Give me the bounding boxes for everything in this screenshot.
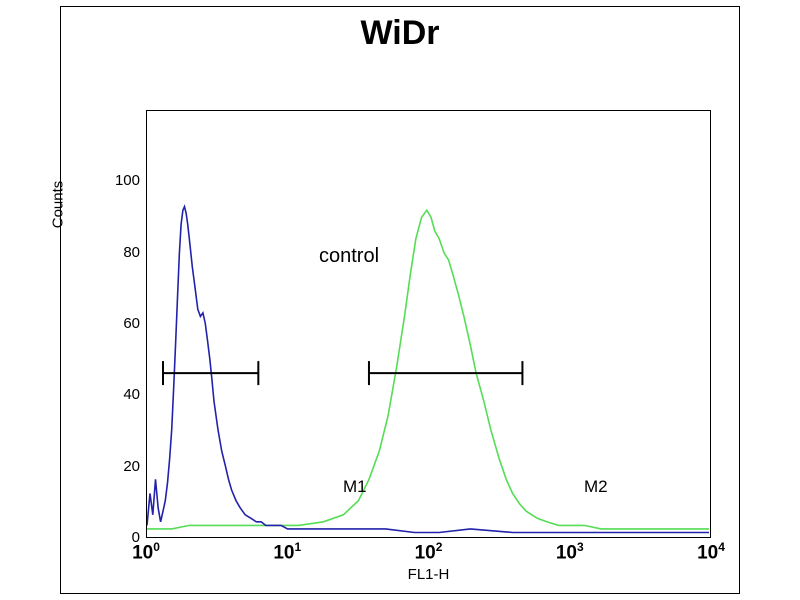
series-sample: [147, 208, 709, 530]
x-tick-label: 100: [132, 540, 160, 564]
y-tick-label: 20: [123, 457, 140, 475]
x-axis-label: FL1-H: [407, 566, 450, 583]
series-control: [147, 204, 709, 534]
x-tick-label: 104: [697, 540, 725, 564]
y-axis-label: Counts: [49, 180, 67, 229]
y-tick-label: 80: [123, 243, 140, 261]
x-axis-ticks: 100 101 102 103 104: [132, 540, 725, 574]
y-tick-label: 0: [131, 529, 140, 546]
gate-markers: [162, 361, 524, 386]
x-tick-label: 103: [555, 540, 584, 564]
chart-title: WiDr: [360, 14, 440, 52]
plot-area: control M1 M2: [146, 110, 711, 538]
y-tick-label: 40: [123, 386, 140, 404]
y-tick-label: 60: [123, 315, 140, 332]
histogram-traces: [147, 204, 709, 534]
y-axis-ticks: 0 20 40 60 80 100: [96, 110, 140, 546]
control-annotation: control: [319, 245, 380, 267]
x-tick-label: 102: [414, 540, 443, 564]
y-tick-label: 100: [114, 172, 140, 190]
x-tick-label: 101: [273, 540, 302, 564]
m1-marker-label: M1: [343, 477, 367, 496]
m2-marker-label: M2: [584, 477, 608, 496]
